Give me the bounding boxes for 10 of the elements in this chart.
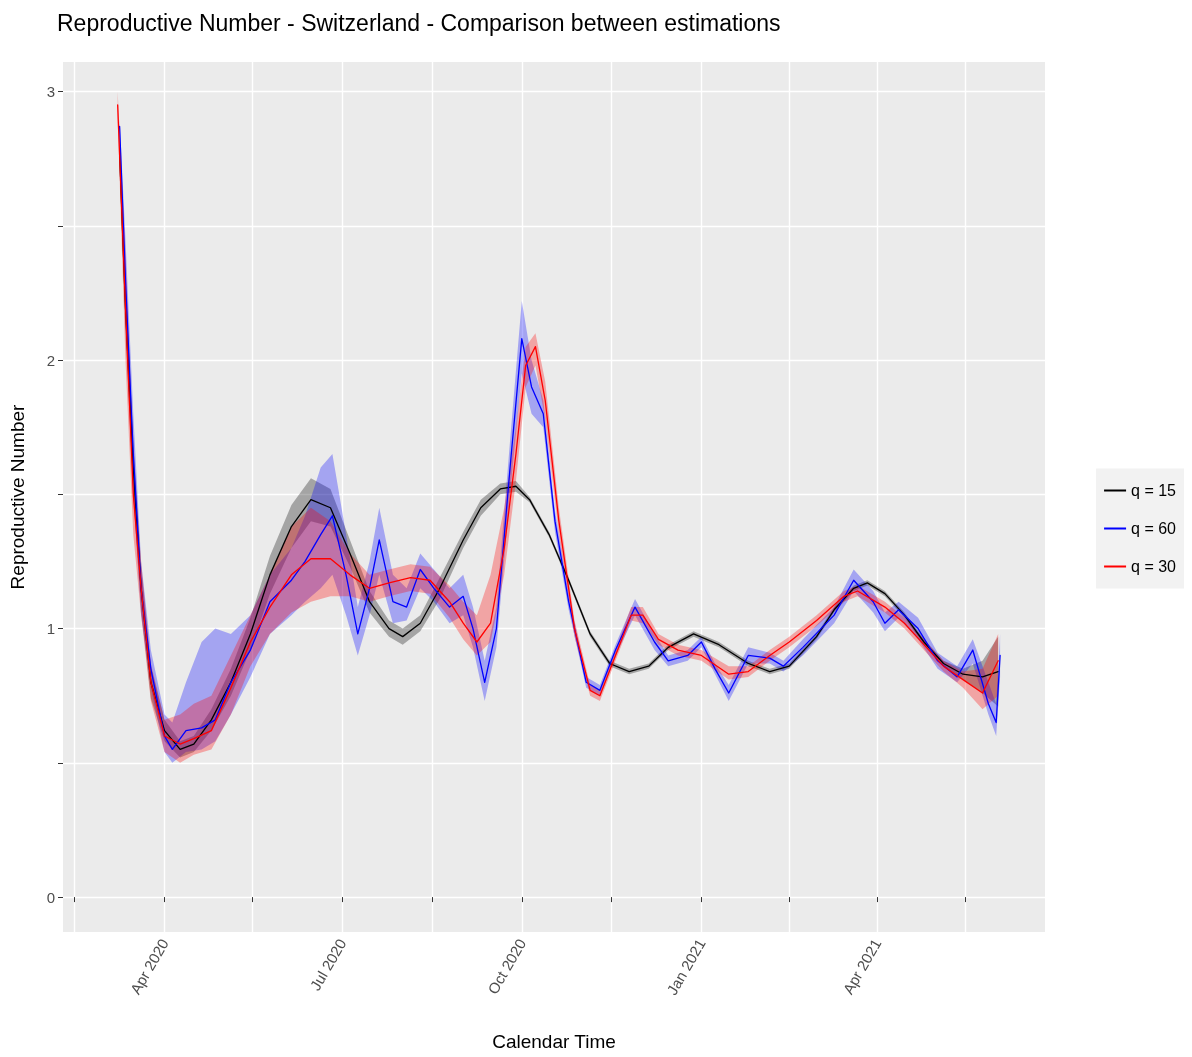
y-tick-label: 0 [46, 888, 55, 906]
legend-label: q = 15 [1131, 482, 1177, 499]
legend-label: q = 60 [1131, 520, 1177, 537]
legend-label: q = 30 [1131, 558, 1177, 575]
y-axis-title: Reproductive Number [7, 403, 28, 590]
chart-title: Reproductive Number - Switzerland - Comparison between estimations [57, 9, 781, 36]
y-tick-label: 3 [46, 83, 55, 101]
x-axis-title: Calendar Time [492, 1031, 616, 1052]
y-tick-label: 1 [46, 620, 55, 638]
y-tick-label: 2 [46, 351, 55, 369]
